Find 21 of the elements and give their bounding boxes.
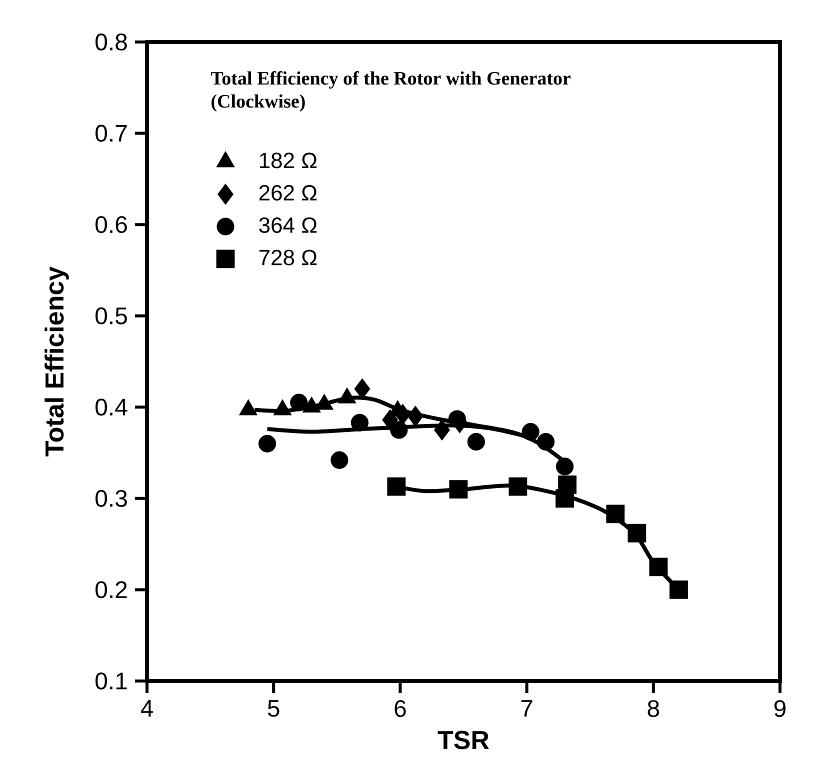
x-axis-title: TSR <box>438 730 489 750</box>
legend-label: 364 Ω <box>259 217 317 233</box>
x-tick-label: 7 <box>521 700 532 717</box>
y-tick-label: 0.7 <box>96 124 127 142</box>
y-tick-label: 0.3 <box>96 490 127 507</box>
y-tick-label: 0.1 <box>96 672 127 690</box>
y-tick-label: 0.4 <box>96 398 128 416</box>
x-tick-label: 8 <box>648 700 660 718</box>
x-tick-label: 9 <box>774 700 786 718</box>
y-tick-label: 0.6 <box>96 216 127 234</box>
legend-label: 182 Ω <box>260 152 317 168</box>
x-tick-label: 5 <box>268 700 280 717</box>
y-tick-label: 0.8 <box>96 34 127 50</box>
legend-label: 262 Ω <box>259 185 317 201</box>
y-axis-title: Total Efficiency <box>44 266 69 456</box>
legend-title: Total Efficiency of the Rotor with Generator (Clockwise) <box>210 71 571 112</box>
x-tick-label: 6 <box>394 700 406 718</box>
y-tick-label: 0.5 <box>96 307 127 324</box>
x-tick-label: 4 <box>140 700 153 717</box>
y-tick-label: 0.2 <box>96 581 127 598</box>
legend-label: 728 Ω <box>259 250 317 266</box>
